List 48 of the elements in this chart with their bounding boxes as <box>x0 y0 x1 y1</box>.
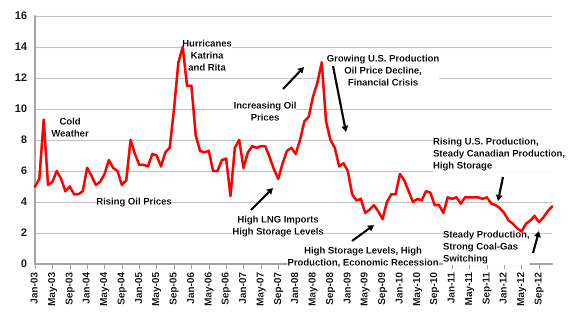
annotation: Hurricanes Katrina and Rita <box>182 38 232 74</box>
annotation: Growing U.S. Production Oil Price Decline, Financial Crisis <box>326 54 440 88</box>
x-tick-label: Jan-05 <box>134 272 145 304</box>
x-tick-label: May-04 <box>99 272 110 306</box>
x-tick-label: May-12 <box>516 272 528 306</box>
x-tick-label: Jan-10 <box>394 272 406 304</box>
y-tick-label: 2 <box>20 227 27 239</box>
x-tick-label: May-07 <box>255 272 266 306</box>
y-tick-label: 0 <box>20 258 27 270</box>
x-tick-label: Sep-07 <box>272 272 284 305</box>
y-tick-label: 8 <box>20 134 27 146</box>
y-tick-label: 6 <box>20 165 27 177</box>
x-tick-label: Sep-05 <box>168 272 180 305</box>
x-tick-label: Jan-11 <box>446 272 458 304</box>
y-tick-label: 12 <box>14 72 27 84</box>
x-tick-label: Sep-11 <box>481 272 492 304</box>
annotation: High LNG Imports High Storage Levels <box>232 214 324 238</box>
x-tick-label: May-10 <box>412 272 423 306</box>
x-tick-label: Jan-06 <box>186 272 197 304</box>
x-tick-label: Jan-09 <box>342 272 354 304</box>
x-tick-label: Jan-07 <box>238 272 250 304</box>
x-tick-label: Sep-06 <box>220 272 232 305</box>
annotation: Rising U.S. Production, Steady Canadian Production, High Storage <box>433 136 565 172</box>
annotation: Steady Production, Strong Coal-Gas Switching <box>443 230 530 264</box>
annotation: Cold Weather <box>51 116 89 140</box>
x-tick-label: Sep-08 <box>324 272 336 305</box>
annotation: High Storage Levels, High Production, Economic Recession <box>288 246 439 268</box>
x-tick-label: Sep-03 <box>64 272 76 305</box>
annotation: Rising Oil Prices <box>96 196 172 208</box>
x-tick-label: May-11 <box>464 272 475 306</box>
annotation: Increasing Oil Prices <box>234 100 296 124</box>
x-tick-label: Jan-08 <box>290 272 302 304</box>
x-tick-label: Sep-12 <box>533 272 544 305</box>
y-tick-label: 16 <box>14 10 27 22</box>
y-tick-label: 4 <box>20 196 28 208</box>
x-tick-label: May-06 <box>203 272 214 306</box>
x-tick-label: Jan-12 <box>498 272 510 304</box>
x-tick-label: May-09 <box>360 272 371 306</box>
x-tick-label: Jan-04 <box>82 272 93 304</box>
x-tick-label: May-03 <box>46 272 58 306</box>
y-tick-label: 10 <box>14 103 27 115</box>
x-tick-label: Sep-10 <box>429 272 440 305</box>
y-tick-label: 14 <box>14 41 28 53</box>
x-tick-label: Jan-03 <box>30 272 40 304</box>
x-tick-label: Sep-09 <box>377 272 388 305</box>
x-tick-label: Sep-04 <box>116 272 128 305</box>
x-tick-label: May-08 <box>308 272 319 306</box>
x-tick-label: May-05 <box>151 272 162 306</box>
